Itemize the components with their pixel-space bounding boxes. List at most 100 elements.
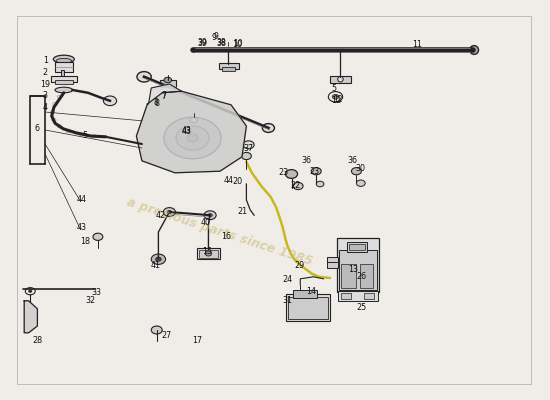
Text: 43: 43 xyxy=(76,224,86,232)
Bar xyxy=(55,80,73,84)
Circle shape xyxy=(187,134,198,142)
Bar xyxy=(55,62,73,72)
Text: 17: 17 xyxy=(192,336,202,345)
Circle shape xyxy=(351,168,361,175)
Bar xyxy=(60,70,64,76)
Text: 32: 32 xyxy=(86,296,96,305)
Text: 44: 44 xyxy=(76,196,86,204)
Circle shape xyxy=(190,117,197,123)
Text: 2: 2 xyxy=(42,68,48,77)
Circle shape xyxy=(243,141,254,149)
Text: 33: 33 xyxy=(91,288,101,297)
Text: a precious parts since 1985: a precious parts since 1985 xyxy=(125,196,315,268)
Text: 12: 12 xyxy=(333,95,343,104)
Text: 12: 12 xyxy=(332,96,342,105)
Circle shape xyxy=(176,126,209,150)
Bar xyxy=(341,293,351,299)
Text: 29: 29 xyxy=(294,262,304,270)
Circle shape xyxy=(103,96,117,106)
Text: 25: 25 xyxy=(357,303,367,312)
Polygon shape xyxy=(148,84,182,104)
Text: 8: 8 xyxy=(154,98,158,107)
Text: 1: 1 xyxy=(43,56,48,65)
Bar xyxy=(349,244,365,250)
Text: 31: 31 xyxy=(282,296,292,305)
Bar xyxy=(219,63,239,69)
Circle shape xyxy=(137,72,151,82)
Circle shape xyxy=(208,214,212,217)
Text: 9: 9 xyxy=(214,32,218,41)
Circle shape xyxy=(262,124,274,132)
Text: 18: 18 xyxy=(80,238,90,246)
Circle shape xyxy=(163,208,175,216)
Text: 39: 39 xyxy=(197,39,207,48)
Ellipse shape xyxy=(338,76,343,82)
Text: 15: 15 xyxy=(202,248,212,256)
Bar xyxy=(199,250,218,258)
Text: 40: 40 xyxy=(200,218,210,227)
Circle shape xyxy=(241,152,251,160)
Text: 10: 10 xyxy=(233,40,243,48)
Bar xyxy=(337,238,379,292)
Text: 27: 27 xyxy=(161,331,171,340)
Text: 4: 4 xyxy=(42,104,48,112)
Bar xyxy=(327,257,338,268)
Circle shape xyxy=(164,117,221,159)
Circle shape xyxy=(332,94,339,99)
Text: 38: 38 xyxy=(216,40,226,48)
Bar xyxy=(160,80,176,87)
Bar xyxy=(341,264,356,288)
Bar xyxy=(293,290,317,298)
Bar xyxy=(330,76,351,83)
Circle shape xyxy=(93,233,103,240)
Polygon shape xyxy=(136,91,246,173)
Ellipse shape xyxy=(55,87,73,93)
Bar xyxy=(360,264,373,288)
Text: 30: 30 xyxy=(355,164,365,173)
Bar xyxy=(51,76,77,82)
Text: 5: 5 xyxy=(332,84,337,93)
Circle shape xyxy=(293,182,303,190)
Circle shape xyxy=(204,211,216,220)
Text: 37: 37 xyxy=(244,144,254,153)
Bar xyxy=(346,242,367,252)
Text: 3: 3 xyxy=(42,91,48,100)
Text: 24: 24 xyxy=(282,275,292,284)
Text: 43: 43 xyxy=(182,127,192,136)
Circle shape xyxy=(164,77,172,83)
Text: 20: 20 xyxy=(233,177,243,186)
Text: 42: 42 xyxy=(156,211,166,220)
Ellipse shape xyxy=(53,55,74,63)
Bar xyxy=(197,248,220,259)
Bar xyxy=(364,293,374,299)
Text: 7: 7 xyxy=(161,92,167,101)
Ellipse shape xyxy=(56,58,72,63)
Text: 41: 41 xyxy=(151,261,161,270)
Circle shape xyxy=(151,254,166,264)
Bar xyxy=(339,250,377,290)
Text: 14: 14 xyxy=(306,287,316,296)
Circle shape xyxy=(311,168,321,175)
Text: 9: 9 xyxy=(212,34,217,42)
Text: 36: 36 xyxy=(347,156,357,165)
Text: 19: 19 xyxy=(40,80,50,89)
Bar xyxy=(286,294,330,321)
Text: 43: 43 xyxy=(182,126,192,135)
Circle shape xyxy=(356,180,365,186)
Bar xyxy=(338,291,378,301)
Circle shape xyxy=(156,257,161,261)
Bar xyxy=(288,297,328,319)
Text: 10: 10 xyxy=(233,40,243,49)
Text: 13: 13 xyxy=(348,266,358,274)
Circle shape xyxy=(205,251,212,256)
Text: 22: 22 xyxy=(291,182,301,190)
Text: 11: 11 xyxy=(412,40,422,49)
Text: 21: 21 xyxy=(237,207,247,216)
Ellipse shape xyxy=(470,46,478,54)
Text: 23: 23 xyxy=(278,168,288,177)
Text: 28: 28 xyxy=(32,336,42,345)
Bar xyxy=(222,67,235,71)
Text: 5: 5 xyxy=(82,132,88,140)
Text: 7: 7 xyxy=(161,92,166,100)
Polygon shape xyxy=(24,301,37,333)
